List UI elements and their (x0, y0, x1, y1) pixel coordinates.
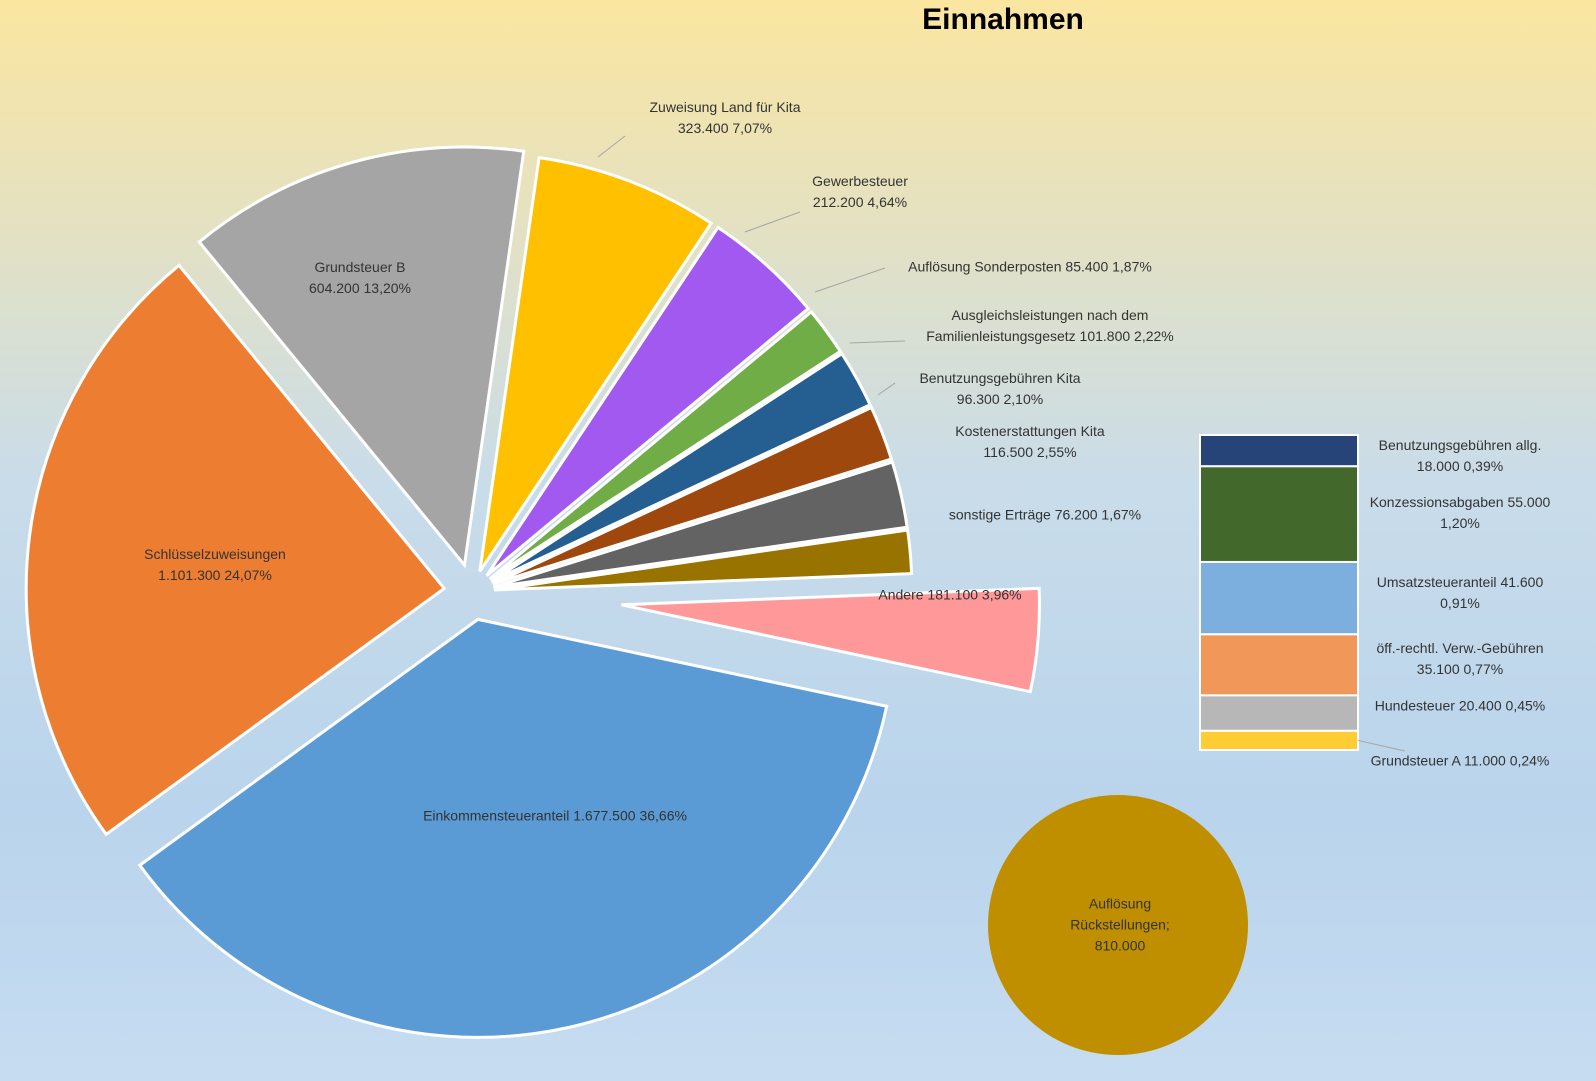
value-label: 1.677.500 (573, 807, 636, 824)
percent-label: 0,45% (1505, 697, 1546, 714)
category-name: Hundesteuer (1374, 697, 1455, 714)
value-label: 212.200 (812, 194, 864, 210)
value-label: 1.101.300 (158, 567, 221, 583)
pie-slice (197, 145, 526, 569)
category-name: Auflösung Rückstellungen; (1070, 895, 1170, 933)
chart-title: Einnahmen (922, 3, 1084, 36)
value-label: 101.800 (1079, 328, 1131, 344)
data-label: Andere 181.100 3,96% (878, 585, 1021, 606)
bar-segment (1199, 694, 1359, 732)
category-name: Kostenerstattungen Kita (955, 423, 1105, 439)
percent-label: 36,66% (639, 807, 687, 824)
leader-line (1357, 739, 1406, 752)
data-label: Grundsteuer B 604.200 13,20% (309, 257, 411, 299)
data-label: Grundsteuer A 11.000 0,24% (1360, 751, 1560, 772)
category-name: Ausgleichsleistungen nach dem Familienle… (926, 307, 1149, 344)
percent-label: 1,20% (1440, 515, 1480, 531)
percent-label: 0,24% (1509, 752, 1550, 769)
category-name: Benutzungsgebühren allg. (1378, 437, 1542, 453)
percent-label: 1,87% (1112, 258, 1152, 275)
data-label: Auflösung Rückstellungen; 810.000 (1055, 894, 1185, 957)
percent-label: 3,96% (981, 586, 1022, 603)
data-label: Hundesteuer 20.400 0,45% (1360, 696, 1560, 717)
pie-slice (493, 460, 909, 589)
pie-slice (485, 225, 811, 577)
pie-slice (493, 528, 914, 592)
percent-label: 0,91% (1440, 595, 1480, 611)
data-label: sonstige Erträge 76.200 1,67% (949, 505, 1141, 526)
percent-label: 24,07% (224, 567, 272, 583)
category-name: Auflösung Sonderposten (908, 258, 1062, 275)
pie-slice (137, 617, 889, 1039)
data-label: Gewerbesteuer 212.200 4,64% (812, 171, 908, 213)
value-label: 41.600 (1500, 574, 1544, 590)
data-label: Zuweisung Land für Kita 323.400 7,07% (650, 97, 801, 139)
data-label: Schlüsselzuweisungen 1.101.300 24,07% (144, 544, 286, 586)
bar-segment (1199, 465, 1359, 563)
category-name: Einkommensteueranteil (423, 807, 570, 824)
value-label: 76.200 (1054, 506, 1098, 523)
value-label: 96.300 (956, 391, 1000, 407)
value-label: 323.400 (677, 120, 729, 136)
category-name: Grundsteuer A (1370, 752, 1461, 769)
leader-line (744, 211, 801, 233)
value-label: 810.000 (1094, 937, 1146, 954)
percent-label: 4,64% (867, 194, 908, 210)
percent-label: 13,20% (363, 280, 411, 296)
category-name: Umsatzsteueranteil (1376, 574, 1497, 590)
value-label: 116.500 (983, 444, 1033, 460)
bar-segment (1199, 729, 1359, 752)
data-label: Benutzungsgebühren allg. 18.000 0,39% (1360, 435, 1560, 477)
category-name: Konzessionsabgaben (1369, 494, 1504, 510)
value-label: 181.100 (927, 586, 979, 603)
bar-segment (1199, 633, 1359, 697)
bar-segment (1199, 560, 1359, 636)
pie-slice (488, 309, 843, 581)
data-label: Kostenerstattungen Kita 116.500 2,55% (955, 421, 1105, 463)
data-label: Einkommensteueranteil 1.677.500 36,66% (423, 806, 687, 827)
value-label: 604.200 (309, 280, 360, 296)
category-name: Gewerbesteuer (812, 173, 908, 189)
percent-label: 2,55% (1036, 444, 1077, 460)
category-name: Schlüsselzuweisungen (144, 546, 286, 562)
leader-line (849, 340, 906, 344)
category-name: Benutzungsgebühren Kita (919, 370, 1081, 386)
pie-slice (24, 263, 447, 837)
pie-slice (478, 155, 714, 573)
data-label: Konzessionsabgaben 55.000 1,20% (1360, 492, 1560, 534)
data-label: Ausgleichsleistungen nach dem Familienle… (900, 305, 1200, 347)
data-label: Umsatzsteueranteil 41.600 0,91% (1360, 572, 1560, 614)
category-name: sonstige Erträge (948, 506, 1051, 523)
data-label: öff.-rechtl. Verw.-Gebühren 35.100 0,77% (1360, 638, 1560, 680)
category-name: Andere (878, 586, 924, 603)
percent-label: 7,07% (732, 120, 773, 136)
leader-line (597, 135, 626, 158)
percent-label: 0,39% (1463, 458, 1504, 474)
extra-circle (988, 795, 1248, 1055)
percent-label: 2,22% (1134, 328, 1174, 344)
data-label: Benutzungsgebühren Kita 96.300 2,10% (919, 368, 1080, 410)
pie-slice (621, 586, 1041, 694)
value-label: 11.000 (1464, 752, 1506, 769)
category-name: Zuweisung Land für Kita (649, 99, 801, 115)
leader-line (814, 267, 886, 293)
category-name: Grundsteuer B (314, 259, 406, 275)
percent-label: 1,67% (1101, 506, 1142, 523)
category-name: öff.-rechtl. Verw.-Gebühren (1376, 640, 1544, 656)
value-label: 55.000 (1507, 494, 1551, 510)
pie-slice (490, 351, 873, 583)
value-label: 18.000 (1416, 458, 1460, 474)
value-label: 85.400 (1065, 258, 1109, 275)
pie-slice (491, 405, 894, 586)
data-label: Auflösung Sonderposten 85.400 1,87% (908, 257, 1152, 278)
bar-segment (1199, 434, 1359, 468)
percent-label: 0,77% (1463, 661, 1504, 677)
value-label: 20.400 (1458, 697, 1502, 714)
percent-label: 2,10% (1003, 391, 1044, 407)
value-label: 35.100 (1416, 661, 1460, 677)
leader-line (877, 382, 896, 396)
